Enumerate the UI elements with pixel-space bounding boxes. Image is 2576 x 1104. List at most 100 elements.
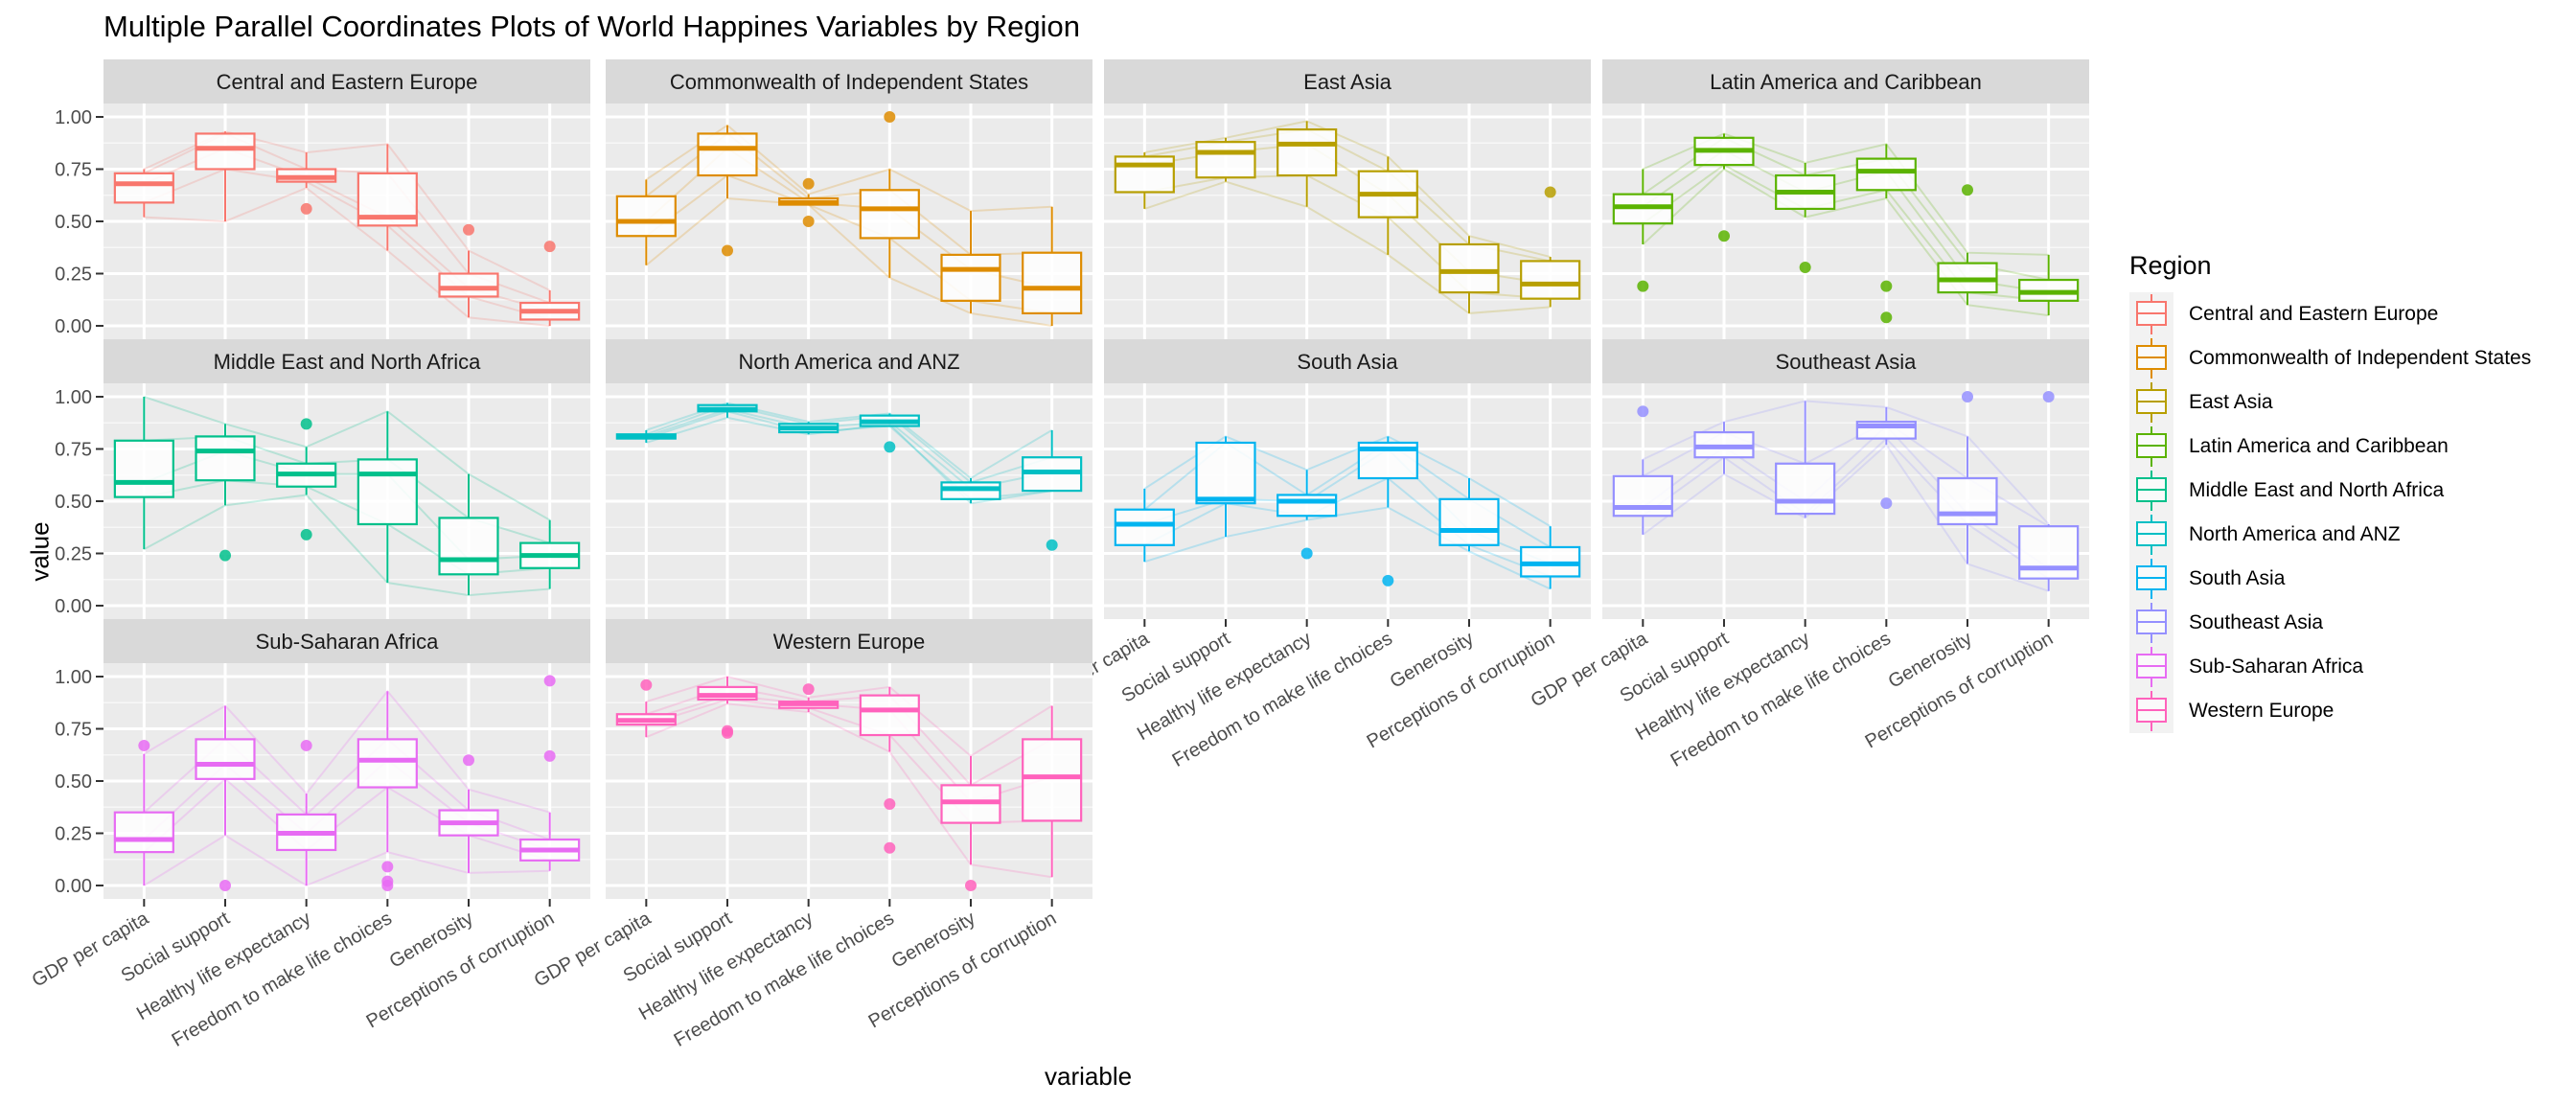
parallel-line [1642,443,2049,592]
outlier-point [1046,539,1058,551]
outlier-point [463,754,474,767]
facet-strip [606,59,1092,104]
boxplot-key-icon [2129,689,2174,733]
legend-item: Middle East and North Africa [2129,469,2531,513]
parallel-line [1144,180,1551,314]
outlier-point [138,739,150,751]
outlier-point [1544,186,1556,198]
outlier-point [884,841,896,854]
box [697,132,758,177]
legend-label: East Asia [2189,391,2273,413]
y-tick-label: 0.50 [55,771,92,793]
parallel-line [1642,163,2049,302]
legend-label: Latin America and Caribbean [2189,435,2449,457]
box [1775,462,1836,516]
legend-title: Region [2129,251,2212,280]
facet-strip [1602,59,2089,104]
facet-strip-label: Western Europe [773,630,926,654]
parallel-line [646,675,1053,758]
parallel-line [645,173,1052,314]
y-tick-label: 0.75 [55,440,92,461]
facet-panel: Latin America and Caribbean [1602,59,2089,339]
legend-item: East Asia [2129,380,2531,425]
facet-strip [1602,339,2089,383]
parallel-line [1144,506,1552,590]
y-tick-label: 0.50 [55,492,92,513]
legend-label: South Asia [2189,567,2286,589]
outlier-point [884,797,896,810]
facet-strip-label: Commonwealth of Independent States [670,70,1028,94]
parallel-line [143,777,550,862]
outlier-point [1718,230,1730,242]
facet-strip-label: Southeast Asia [1776,350,1918,374]
box [1022,738,1083,822]
outlier-point [802,683,815,696]
legend-label: North America and ANZ [2189,523,2401,545]
outlier-point [1382,574,1394,586]
y-tick-label: 0.00 [55,596,92,617]
parallel-line [143,834,550,887]
parallel-line [144,396,551,521]
box [1114,155,1175,194]
boxplot-key-icon [2129,469,2174,513]
facet-panel: Commonwealth of Independent States [606,59,1092,339]
parallel-line [645,196,1052,327]
facet-strip [606,619,1092,663]
outlier-point [1637,280,1649,292]
outlier-point [381,861,394,873]
box [113,172,174,204]
box [1276,127,1338,177]
outlier-point [543,241,556,253]
outlier-point [300,202,312,215]
legend-item: Southeast Asia [2129,601,2531,645]
y-tick-label: 0.25 [55,824,92,845]
parallel-line [1144,120,1551,259]
outlier-point [543,675,556,687]
y-tick-label: 0.25 [55,264,92,286]
legend-label: Middle East and North Africa [2189,479,2445,501]
y-tick-label: 0.75 [55,720,92,741]
boxplot-key-icon [2129,601,2174,645]
legend-label: Sub-Saharan Africa [2189,656,2364,678]
facet-strip [104,619,590,663]
box [195,435,256,482]
y-tick-label: 1.00 [55,107,92,128]
box [356,458,418,526]
outlier-point [1637,405,1649,418]
legend-label: Western Europe [2189,700,2334,722]
box [615,195,677,238]
parallel-line [143,168,550,321]
outlier-point [722,724,733,737]
outlier-point [1880,311,1893,324]
boxplot-key-icon [2129,380,2174,425]
boxplot-key-icon [2129,292,2174,336]
facet-panel: East Asia [1104,59,1591,339]
parallel-line [1143,476,1552,578]
legend-label: Central and Eastern Europe [2189,303,2439,325]
box [1276,494,1338,518]
legend-item: Western Europe [2129,689,2531,733]
facet-panel: North America and ANZ [606,339,1092,619]
box [438,517,499,576]
parallel-line [143,689,550,814]
box [1195,441,1256,505]
box [859,189,920,240]
outlier-point [219,549,231,562]
facet-strip-label: Latin America and Caribbean [1710,70,1982,94]
box [1195,141,1256,179]
y-tick-label: 0.00 [55,316,92,337]
outlier-point [1880,497,1893,510]
outlier-point [965,880,977,891]
box [1612,474,1673,518]
legend-label: Southeast Asia [2189,611,2324,633]
legend-item: Latin America and Caribbean [2129,425,2531,469]
legend-item: Commonwealth of Independent States [2129,336,2531,380]
box [1520,260,1581,300]
outlier-point [802,216,815,227]
facet-panel: Sub-Saharan Africa0.000.250.500.751.00GD… [29,619,590,1051]
y-tick-label: 0.50 [55,212,92,233]
boxplot-key-icon [2129,336,2174,380]
outlier-point [2042,391,2055,402]
